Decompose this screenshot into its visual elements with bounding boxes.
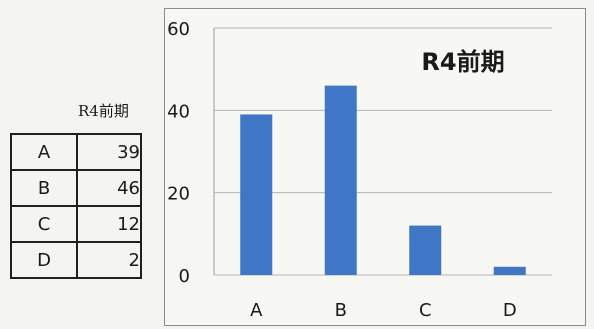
table-cell-value: 12 <box>76 205 142 243</box>
bar-layer <box>240 85 526 275</box>
table-cell-category: D <box>10 241 78 279</box>
table-row: D 2 <box>10 241 142 279</box>
table-caption: R4前期 <box>78 102 129 120</box>
x-tick-label: D <box>503 300 517 321</box>
bar-a <box>240 114 273 275</box>
table-cell-category: C <box>10 205 78 243</box>
table-cell-value: 39 <box>76 133 142 171</box>
table-cell-value: 2 <box>76 241 142 279</box>
table-cell-category: A <box>10 133 78 171</box>
y-tick-label: 40 <box>167 101 190 122</box>
bar-c <box>409 225 442 275</box>
chart-title: R4前期 <box>421 48 504 76</box>
tick-layer: 0 20 40 60 <box>167 19 190 287</box>
table-row: A 39 <box>10 133 142 171</box>
table-row: B 46 <box>10 169 142 207</box>
x-tick-label: A <box>250 300 263 321</box>
data-table: A 39 B 46 C 12 D 2 <box>10 133 142 279</box>
bar-b <box>324 85 357 275</box>
table-cell-category: B <box>10 169 78 207</box>
y-tick-label: 20 <box>167 184 190 205</box>
x-tick-label: C <box>419 300 432 321</box>
y-tick-label: 60 <box>167 19 190 40</box>
bar-d <box>493 266 526 275</box>
x-tick-labels: A B C D <box>250 300 517 321</box>
table-row: C 12 <box>10 205 142 243</box>
table-cell-value: 46 <box>76 169 142 207</box>
x-tick-label: B <box>335 300 347 321</box>
y-tick-label: 0 <box>179 266 190 287</box>
